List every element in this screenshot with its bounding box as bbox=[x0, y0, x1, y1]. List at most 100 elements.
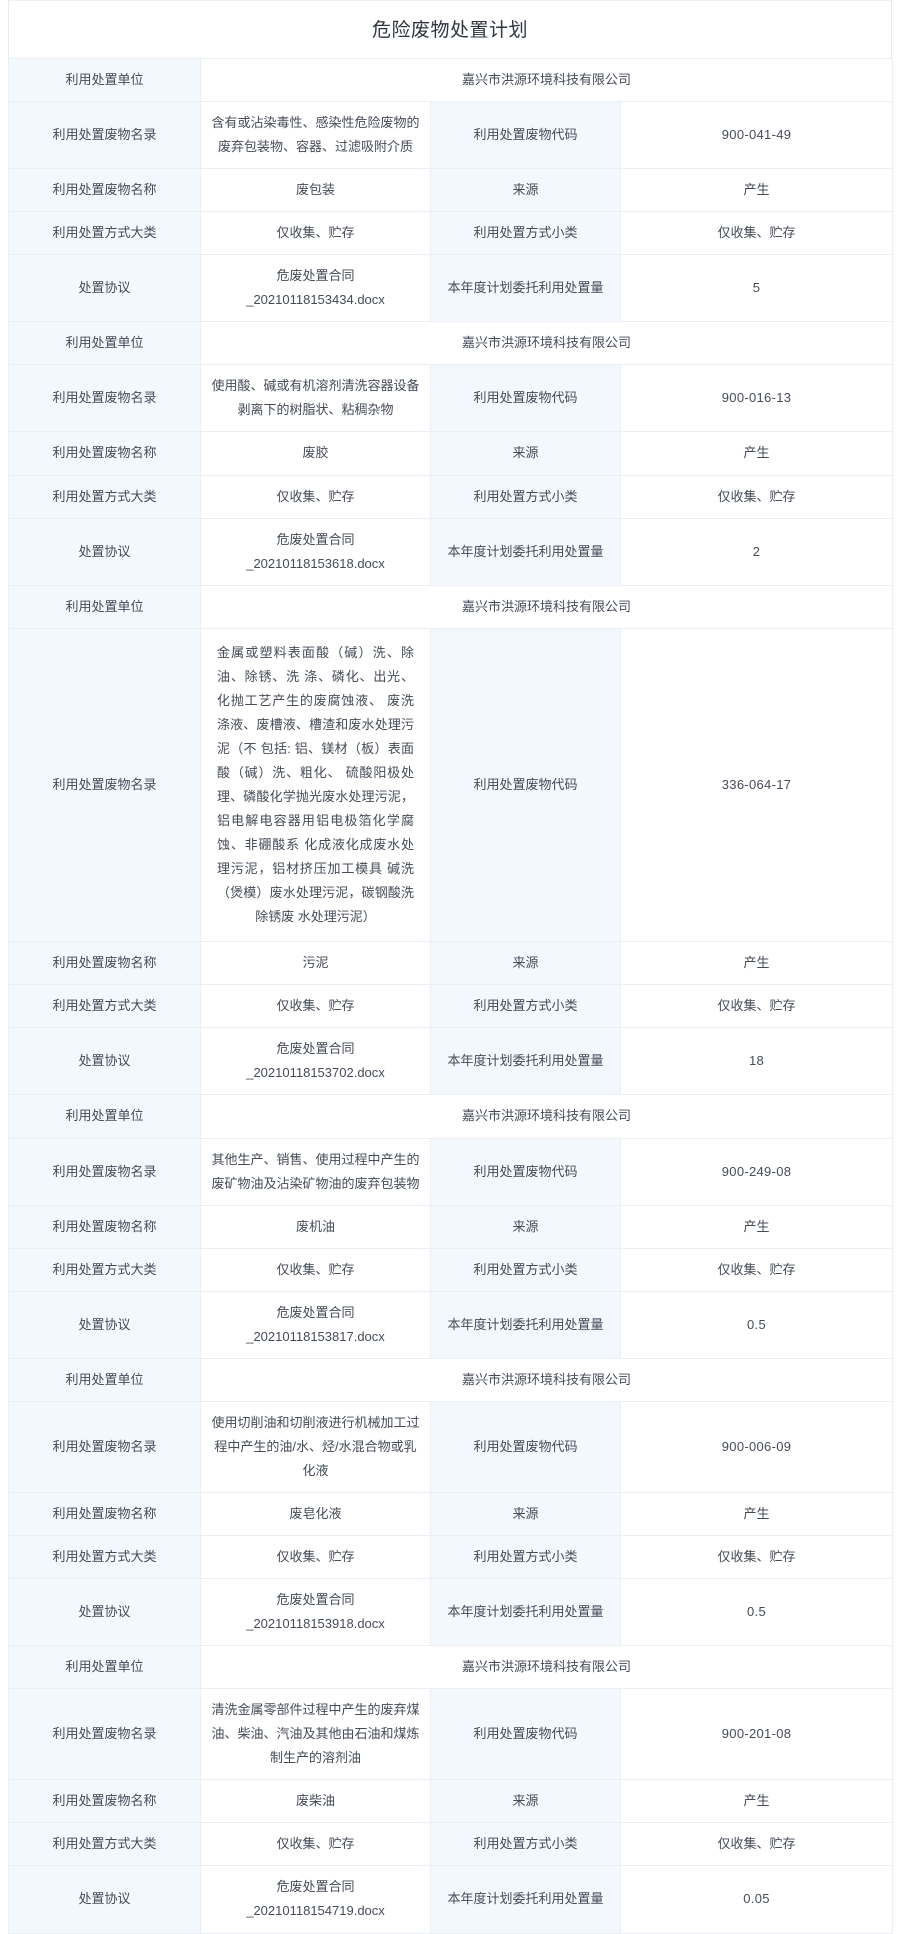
value-unit: 嘉兴市洪源环境科技有限公司 bbox=[199, 1645, 894, 1690]
value-waste-name: 废胶 bbox=[200, 431, 431, 476]
row-agreement: 处置协议 危废处置合同 _20210118154719.docx 本年度计划委托利用处… bbox=[8, 1865, 894, 1934]
value-unit: 嘉兴市洪源环境科技有限公司 bbox=[199, 1357, 894, 1402]
value-method-minor: 仅收集、贮存 bbox=[619, 474, 894, 519]
value-source: 产生 bbox=[619, 431, 894, 476]
label-catalog: 利用处置废物名录 bbox=[8, 1137, 201, 1206]
label-code: 利用处置废物代码 bbox=[430, 101, 621, 170]
row-waste-name: 利用处置废物名称 废胶 来源 产生 bbox=[8, 431, 894, 476]
value-method-major: 仅收集、贮存 bbox=[200, 474, 431, 519]
label-method-major: 利用处置方式大类 bbox=[8, 211, 201, 256]
label-unit: 利用处置单位 bbox=[8, 584, 201, 629]
agreement-file-title: 危废处置合同 bbox=[276, 1879, 355, 1895]
label-planned-amount: 本年度计划委托利用处置量 bbox=[430, 1578, 621, 1647]
value-method-major: 仅收集、贮存 bbox=[200, 1535, 431, 1580]
agreement-file-name: _20210118153618.docx bbox=[246, 555, 385, 571]
label-method-minor: 利用处置方式小类 bbox=[430, 211, 621, 256]
row-catalog: 利用处置废物名录 含有或沾染毒性、感染性危险废物的废弃包装物、容器、过滤吸附介质利… bbox=[8, 101, 894, 170]
row-unit: 利用处置单位 嘉兴市洪源环境科技有限公司 bbox=[8, 321, 894, 366]
value-planned-amount: 0.05 bbox=[619, 1865, 894, 1934]
label-agreement: 处置协议 bbox=[8, 1578, 201, 1647]
label-source: 来源 bbox=[430, 1779, 621, 1824]
value-catalog: 含有或沾染毒性、感染性危险废物的废弃包装物、容器、过滤吸附介质 bbox=[200, 101, 431, 170]
value-catalog: 金属或塑料表面酸（碱）洗、除油、除锈、洗 涤、磷化、出光、化抛工艺产生的废腐蚀液… bbox=[200, 627, 431, 943]
value-catalog: 使用切削油和切削液进行机械加工过程中产生的油/水、烃/水混合物或乳化液 bbox=[200, 1400, 431, 1493]
label-method-minor: 利用处置方式小类 bbox=[430, 984, 621, 1029]
value-waste-name: 废皂化液 bbox=[200, 1491, 431, 1537]
row-agreement: 处置协议 危废处置合同 _20210118153618.docx 本年度计划委托利用处… bbox=[8, 517, 894, 586]
label-source: 来源 bbox=[430, 168, 621, 213]
value-method-minor: 仅收集、贮存 bbox=[619, 1247, 894, 1292]
label-waste-name: 利用处置废物名称 bbox=[8, 1204, 201, 1249]
value-unit: 嘉兴市洪源环境科技有限公司 bbox=[199, 1094, 894, 1139]
agreement-file-title: 危废处置合同 bbox=[276, 1041, 355, 1057]
value-catalog: 清洗金属零部件过程中产生的废弃煤油、柴油、汽油及其他由石油和煤炼制生产的溶剂油 bbox=[200, 1688, 431, 1781]
value-unit: 嘉兴市洪源环境科技有限公司 bbox=[199, 57, 894, 103]
row-catalog: 利用处置废物名录 使用切削油和切削液进行机械加工过程中产生的油/水、烃/水混合物或… bbox=[8, 1400, 894, 1493]
label-code: 利用处置废物代码 bbox=[430, 1688, 621, 1781]
row-unit: 利用处置单位 嘉兴市洪源环境科技有限公司 bbox=[8, 57, 894, 103]
value-agreement: 危废处置合同 _20210118153918.docx bbox=[200, 1578, 431, 1647]
agreement-file-title: 危废处置合同 bbox=[276, 1304, 355, 1320]
value-catalog: 使用酸、碱或有机溶剂清洗容器设备剥离下的树脂状、粘稠杂物 bbox=[200, 364, 431, 433]
label-agreement: 处置协议 bbox=[8, 254, 201, 323]
value-code: 336-064-17 bbox=[619, 627, 894, 943]
label-catalog: 利用处置废物名录 bbox=[8, 1688, 201, 1781]
value-source: 产生 bbox=[619, 1204, 894, 1249]
label-waste-name: 利用处置废物名称 bbox=[8, 1779, 201, 1824]
label-code: 利用处置废物代码 bbox=[430, 364, 621, 433]
row-waste-name: 利用处置废物名称 废皂化液 来源 产生 bbox=[8, 1491, 894, 1537]
value-catalog: 其他生产、销售、使用过程中产生的废矿物油及沾染矿物油的废弃包装物 bbox=[200, 1137, 431, 1206]
value-method-major: 仅收集、贮存 bbox=[200, 1247, 431, 1292]
label-method-major: 利用处置方式大类 bbox=[8, 1247, 201, 1292]
value-method-minor: 仅收集、贮存 bbox=[619, 984, 894, 1029]
value-source: 产生 bbox=[619, 1779, 894, 1824]
row-catalog: 利用处置废物名录 金属或塑料表面酸（碱）洗、除油、除锈、洗 涤、磷化、出光、化抛工… bbox=[8, 627, 894, 943]
value-method-major: 仅收集、贮存 bbox=[200, 984, 431, 1029]
value-planned-amount: 5 bbox=[619, 254, 894, 323]
row-unit: 利用处置单位 嘉兴市洪源环境科技有限公司 bbox=[8, 1645, 894, 1690]
value-waste-name: 废机油 bbox=[200, 1204, 431, 1249]
value-method-minor: 仅收集、贮存 bbox=[619, 211, 894, 256]
label-method-major: 利用处置方式大类 bbox=[8, 984, 201, 1029]
value-code: 900-201-08 bbox=[619, 1688, 894, 1781]
value-method-major: 仅收集、贮存 bbox=[200, 211, 431, 256]
label-source: 来源 bbox=[430, 941, 621, 986]
agreement-file-name: _20210118153817.docx bbox=[246, 1328, 385, 1344]
row-method: 利用处置方式大类 仅收集、贮存 利用处置方式小类 仅收集、贮存 bbox=[8, 474, 894, 519]
label-catalog: 利用处置废物名录 bbox=[8, 1400, 201, 1493]
label-planned-amount: 本年度计划委托利用处置量 bbox=[430, 1865, 621, 1934]
row-method: 利用处置方式大类 仅收集、贮存 利用处置方式小类 仅收集、贮存 bbox=[8, 1247, 894, 1292]
row-agreement: 处置协议 危废处置合同 _20210118153817.docx 本年度计划委托利用处… bbox=[8, 1290, 894, 1359]
row-unit: 利用处置单位 嘉兴市洪源环境科技有限公司 bbox=[8, 1357, 894, 1402]
label-method-major: 利用处置方式大类 bbox=[8, 474, 201, 519]
value-source: 产生 bbox=[619, 168, 894, 213]
label-source: 来源 bbox=[430, 431, 621, 476]
label-source: 来源 bbox=[430, 1204, 621, 1249]
value-agreement: 危废处置合同 _20210118153434.docx bbox=[200, 254, 431, 323]
row-agreement: 处置协议 危废处置合同 _20210118153434.docx 本年度计划委托利用处… bbox=[8, 254, 894, 323]
label-waste-name: 利用处置废物名称 bbox=[8, 1491, 201, 1537]
row-catalog: 利用处置废物名录 其他生产、销售、使用过程中产生的废矿物油及沾染矿物油的废弃包装物… bbox=[8, 1137, 894, 1206]
value-method-minor: 仅收集、贮存 bbox=[619, 1822, 894, 1867]
value-agreement: 危废处置合同 _20210118153618.docx bbox=[200, 517, 431, 586]
label-method-minor: 利用处置方式小类 bbox=[430, 474, 621, 519]
row-waste-name: 利用处置废物名称 污泥 来源 产生 bbox=[8, 941, 894, 986]
value-planned-amount: 18 bbox=[619, 1027, 894, 1096]
label-catalog: 利用处置废物名录 bbox=[8, 101, 201, 170]
agreement-file-title: 危废处置合同 bbox=[276, 531, 355, 547]
agreement-file-name: _20210118153918.docx bbox=[246, 1616, 385, 1632]
label-planned-amount: 本年度计划委托利用处置量 bbox=[430, 1027, 621, 1096]
label-catalog: 利用处置废物名录 bbox=[8, 364, 201, 433]
value-code: 900-041-49 bbox=[619, 101, 894, 170]
label-catalog: 利用处置废物名录 bbox=[8, 627, 201, 943]
value-planned-amount: 0.5 bbox=[619, 1578, 894, 1647]
value-method-major: 仅收集、贮存 bbox=[200, 1822, 431, 1867]
agreement-file-title: 危废处置合同 bbox=[276, 268, 355, 284]
value-planned-amount: 0.5 bbox=[619, 1290, 894, 1359]
agreement-file-name: _20210118154719.docx bbox=[246, 1903, 385, 1919]
value-waste-name: 污泥 bbox=[200, 941, 431, 986]
row-catalog: 利用处置废物名录 清洗金属零部件过程中产生的废弃煤油、柴油、汽油及其他由石油和煤炼… bbox=[8, 1688, 894, 1781]
row-unit: 利用处置单位 嘉兴市洪源环境科技有限公司 bbox=[8, 584, 894, 629]
value-code: 900-016-13 bbox=[619, 364, 894, 433]
